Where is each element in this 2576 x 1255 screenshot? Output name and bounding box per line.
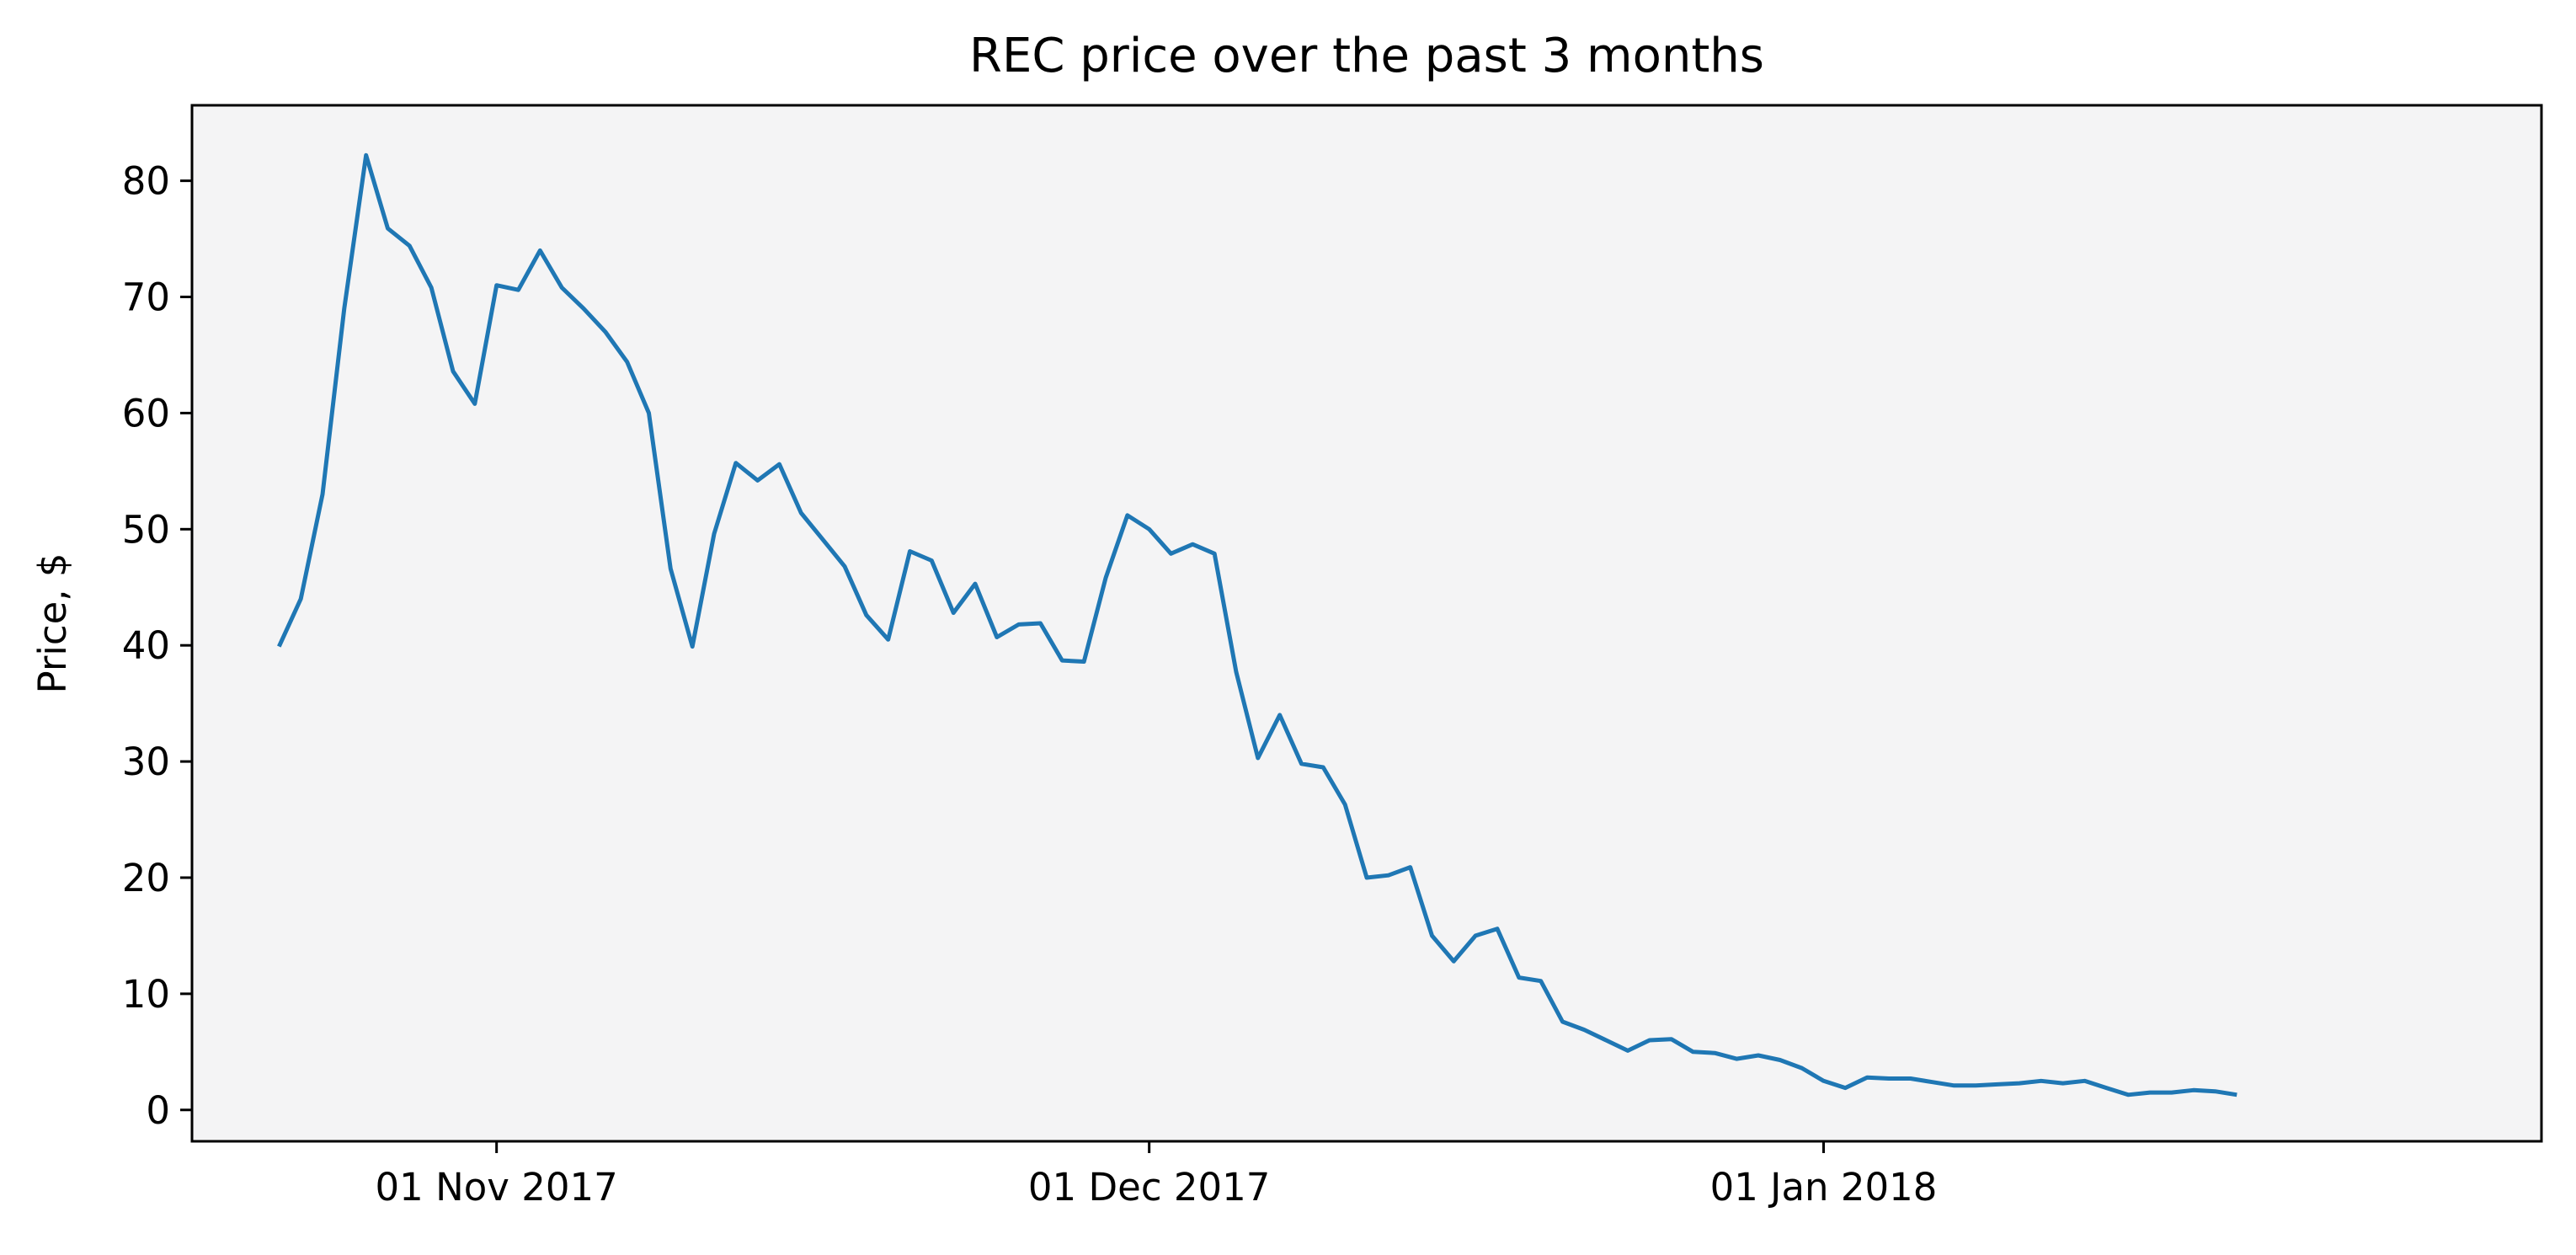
y-tick-label: 60 xyxy=(122,391,170,435)
x-tick-label: 01 Dec 2017 xyxy=(1028,1165,1270,1210)
y-tick-label: 20 xyxy=(122,856,170,900)
y-tick-label: 50 xyxy=(122,507,170,552)
y-axis-label: Price, $ xyxy=(30,553,75,693)
y-tick-label: 80 xyxy=(122,159,170,204)
chart-title: REC price over the past 3 months xyxy=(969,29,1764,83)
x-tick-label: 01 Jan 2018 xyxy=(1710,1165,1938,1210)
price-series-line xyxy=(277,152,2237,1097)
x-axis-ticks: 01 Nov 2017 01 Dec 2017 01 Jan 2018 xyxy=(376,1141,1938,1210)
y-tick-label: 10 xyxy=(122,972,170,1017)
y-tick-label: 40 xyxy=(122,623,170,668)
plot-frame xyxy=(190,104,2543,1143)
y-tick-label: 70 xyxy=(122,275,170,320)
x-tick-label: 01 Nov 2017 xyxy=(376,1165,618,1210)
y-tick-label: 0 xyxy=(146,1088,170,1133)
y-tick-label: 30 xyxy=(122,740,170,784)
y-axis-ticks: 0 10 20 30 40 50 60 70 80 xyxy=(122,159,192,1133)
plot-area xyxy=(192,105,2541,1141)
